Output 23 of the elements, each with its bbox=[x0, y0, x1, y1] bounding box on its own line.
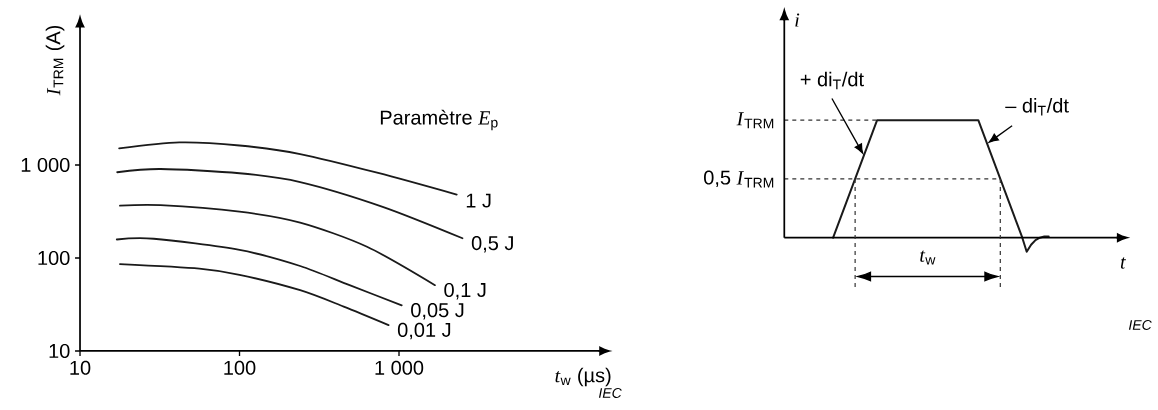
text: + di$_{T}$/dt bbox=[800, 71, 864, 90]
text: IEC bbox=[1128, 320, 1152, 330]
series-label: 0,01 J bbox=[397, 322, 451, 340]
x-axis-title: t$_{w}$ (µs) bbox=[555, 367, 611, 387]
x-tick-label: 1 000 bbox=[375, 360, 424, 375]
series-label: 0,05 J bbox=[411, 303, 464, 320]
series-label: 0,5 J bbox=[471, 235, 513, 253]
legend-title: Paramètre E$_{p}$ bbox=[380, 109, 498, 131]
y-axis-title: i bbox=[795, 13, 800, 27]
x-tick-label: 10 bbox=[70, 360, 91, 375]
x-axis-title: t bbox=[1120, 257, 1126, 269]
y-tick-label: 10 bbox=[49, 343, 70, 359]
y-axis-title: I$_{TRM}$ (A) bbox=[45, 25, 65, 96]
series-label: 0,1 J bbox=[444, 282, 486, 300]
text: – di$_{T}$/dt bbox=[1005, 97, 1069, 116]
ref-line-label: I$_{TRM}$ bbox=[736, 112, 774, 129]
y-tick-label: 1 000 bbox=[21, 157, 70, 173]
text: IEC bbox=[598, 388, 622, 398]
y-tick-label: 100 bbox=[38, 250, 70, 266]
ref-line-label: 0,5 I$_{TRM}$ bbox=[704, 170, 774, 188]
x-tick-label: 100 bbox=[224, 360, 256, 375]
annotation: t$_{w}$ bbox=[920, 250, 936, 265]
series-label: 1 J bbox=[466, 193, 491, 208]
